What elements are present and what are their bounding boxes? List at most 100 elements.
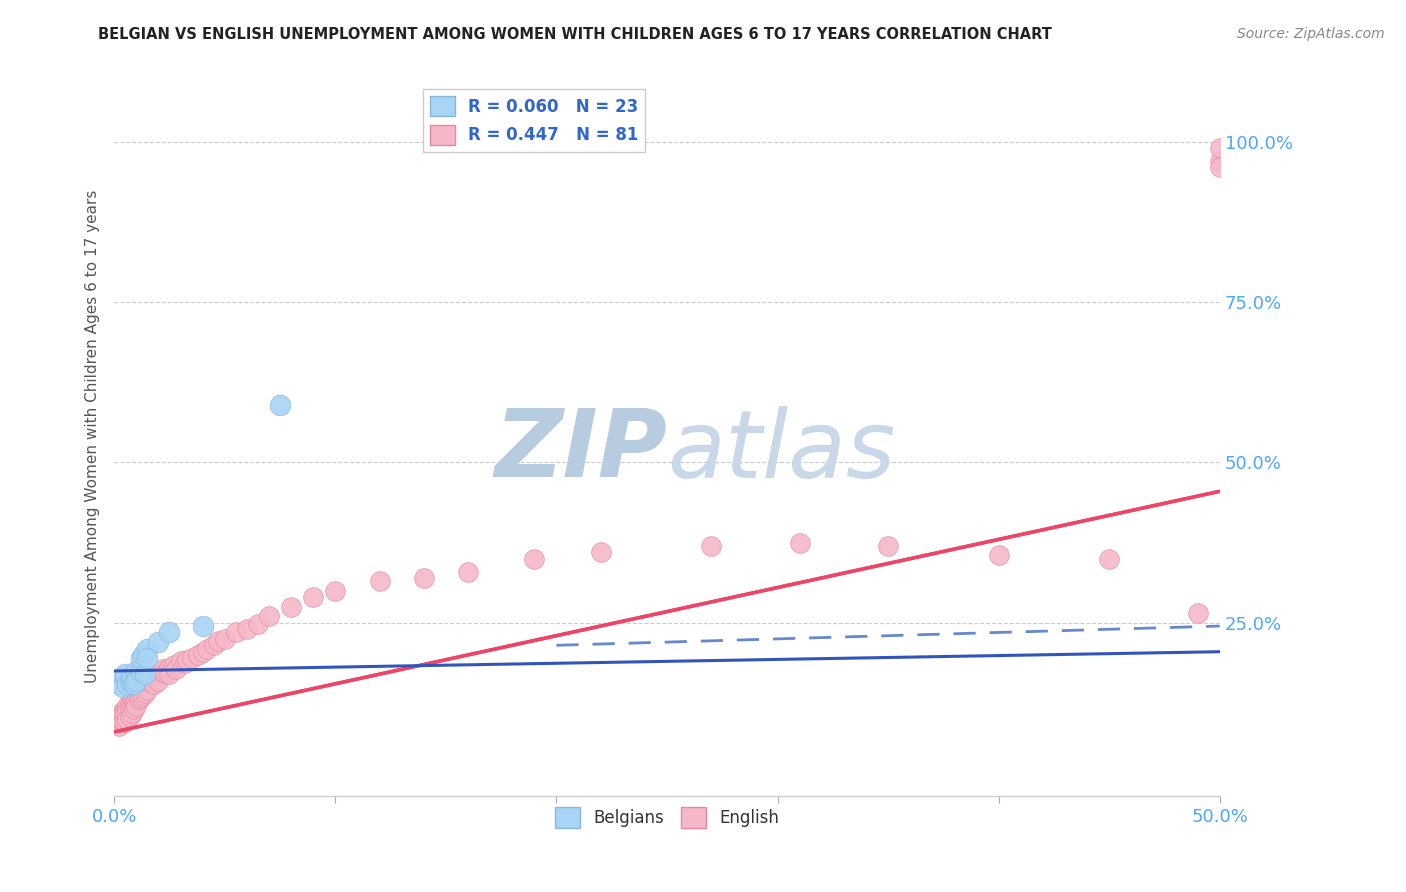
Point [129,683,152,698]
Point [125,686,148,700]
Point [110,712,132,726]
Point [112,709,135,723]
Point [136,641,159,656]
Point [176,653,198,667]
Point [128,691,150,706]
Point [121,673,143,688]
Point [129,664,152,678]
Point [148,667,170,681]
Point [118,696,141,710]
Point [121,706,143,720]
Point [105,715,128,730]
Point [114,670,136,684]
Point [246,617,269,632]
Point [110,706,132,720]
Point [125,699,148,714]
Point [174,656,197,670]
Point [132,648,155,662]
Point [368,574,391,588]
Point [134,680,156,694]
Point [163,657,186,672]
Point [114,702,136,716]
Point [122,696,145,710]
Point [107,677,129,691]
Point [323,583,346,598]
Point [302,590,325,604]
Point [195,641,218,656]
Point [1209,141,1232,155]
Point [141,673,163,687]
Point [125,673,148,688]
Point [107,712,129,726]
Point [214,632,236,646]
Point [134,686,156,700]
Point [117,705,139,719]
Point [118,702,141,716]
Point [191,645,214,659]
Point [112,706,135,720]
Point [118,709,141,723]
Text: atlas: atlas [666,406,896,497]
Point [257,609,280,624]
Point [112,680,135,694]
Point [207,633,229,648]
Point [128,685,150,699]
Point [236,622,259,636]
Point [225,625,247,640]
Point [159,667,181,681]
Point [121,699,143,714]
Point [152,662,174,676]
Point [153,665,176,680]
Point [118,673,141,688]
Point [121,670,143,684]
Text: Source: ZipAtlas.com: Source: ZipAtlas.com [1237,27,1385,41]
Point [280,599,302,614]
Point [148,635,170,649]
Point [117,699,139,714]
Point [110,673,132,688]
Point [122,677,145,691]
Point [114,706,136,721]
Point [143,677,166,691]
Point [877,539,900,553]
Point [1209,161,1232,175]
Point [700,539,723,553]
Point [114,667,136,681]
Point [159,661,181,675]
Point [523,551,546,566]
Point [1187,606,1209,620]
Point [134,667,156,681]
Point [117,712,139,726]
Point [117,677,139,691]
Point [789,535,811,549]
Text: ZIP: ZIP [494,405,666,497]
Point [107,718,129,732]
Point [1098,551,1121,566]
Point [165,662,187,676]
Point [148,673,170,688]
Point [136,683,159,698]
Point [136,651,159,665]
Point [132,688,155,702]
Point [169,654,191,668]
Point [412,571,434,585]
Point [129,690,152,704]
Point [136,677,159,691]
Y-axis label: Unemployment Among Women with Children Ages 6 to 17 years: Unemployment Among Women with Children A… [86,190,100,683]
Point [138,674,160,689]
Point [112,715,135,730]
Point [125,667,148,681]
Point [125,693,148,707]
Point [143,670,166,684]
Point [191,619,214,633]
Point [987,549,1010,563]
Point [114,715,136,730]
Point [122,690,145,704]
Point [457,565,479,579]
Point [180,651,202,665]
Point [129,651,152,665]
Point [121,693,143,707]
Legend: Belgians, English: Belgians, English [548,801,786,835]
Point [122,702,145,716]
Point [125,664,148,678]
